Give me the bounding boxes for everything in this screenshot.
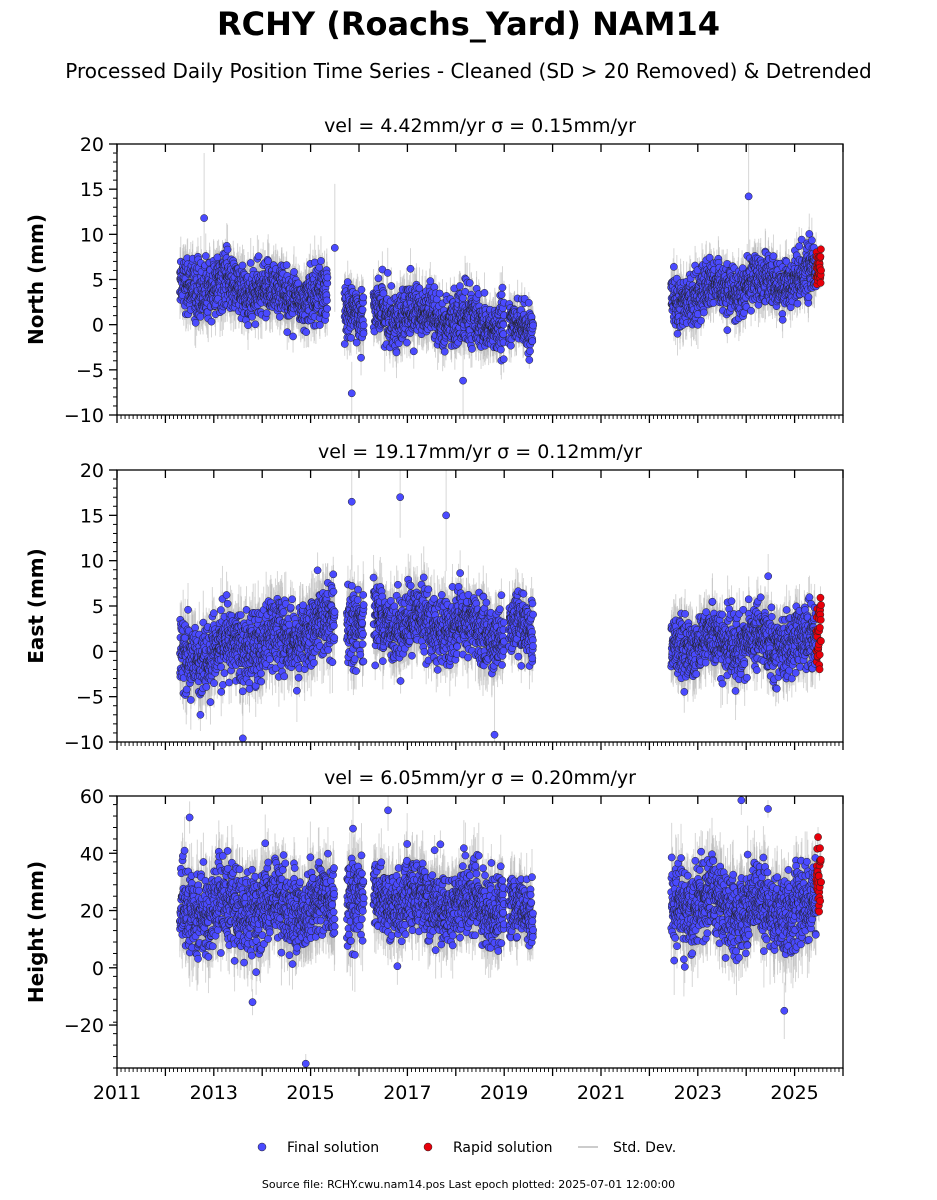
final-point	[383, 269, 392, 277]
final-point	[290, 268, 298, 276]
final-point	[340, 340, 349, 348]
final-point	[359, 293, 368, 302]
final-point	[409, 347, 418, 356]
final-point	[440, 347, 449, 356]
final-point	[322, 310, 330, 319]
final-point	[244, 321, 252, 330]
final-point	[289, 332, 297, 341]
final-point	[251, 320, 260, 329]
final-point	[465, 279, 474, 287]
final-point	[264, 257, 273, 266]
final-point	[352, 338, 361, 347]
final-point	[435, 289, 444, 298]
final-point	[282, 261, 291, 269]
final-point	[343, 278, 352, 286]
final-points	[176, 192, 821, 398]
final-point	[323, 296, 331, 305]
final-point	[323, 273, 332, 282]
final-point	[374, 274, 383, 283]
final-point	[357, 285, 366, 294]
chart-title: RCHY (Roachs_Yard) NAM14	[217, 5, 720, 43]
final-point	[323, 304, 331, 313]
final-point	[456, 282, 464, 290]
final-point	[415, 284, 424, 293]
final-point	[357, 353, 365, 362]
chart-subtitle: Processed Daily Position Time Series - C…	[65, 59, 871, 83]
final-point	[347, 334, 355, 342]
final-point	[379, 289, 388, 298]
final-point	[246, 259, 255, 267]
final-point	[248, 312, 256, 321]
final-point	[196, 312, 205, 321]
final-point	[480, 289, 489, 297]
final-point	[191, 318, 200, 327]
final-point	[275, 312, 284, 321]
final-point	[392, 348, 401, 357]
final-point	[201, 252, 210, 260]
final-point	[316, 321, 324, 329]
final-point	[302, 328, 311, 336]
final-point	[358, 305, 367, 314]
final-point	[359, 321, 368, 330]
final-point	[426, 277, 435, 285]
final-point	[283, 328, 292, 337]
final-point	[468, 345, 476, 353]
final-point	[238, 261, 247, 270]
final-point	[403, 338, 411, 347]
final-point	[262, 309, 271, 318]
plot-area	[176, 144, 825, 415]
final-point	[317, 257, 325, 265]
final-point	[406, 264, 415, 273]
final-point	[359, 329, 368, 338]
final-point	[223, 245, 232, 254]
final-point	[207, 317, 216, 326]
final-point	[254, 252, 263, 261]
final-point	[387, 282, 396, 290]
